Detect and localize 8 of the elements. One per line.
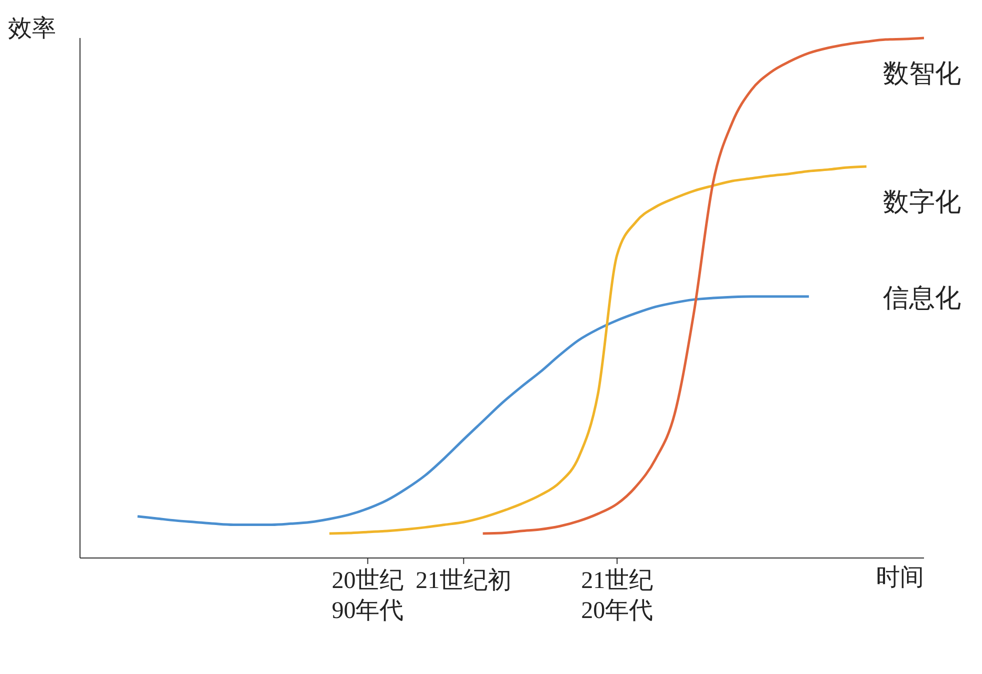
x-tick-label: 20世纪 90年代 [332,568,404,624]
x-axis-title: 时间 [876,565,924,592]
series-label: 数字化 [883,187,961,216]
x-tick-label: 21世纪初 [416,567,512,594]
series-label: 数智化 [883,59,961,88]
y-axis-title: 效率 [8,14,56,44]
x-tick-label: 21世纪 20年代 [581,568,654,624]
text: 信息化 [883,283,961,312]
